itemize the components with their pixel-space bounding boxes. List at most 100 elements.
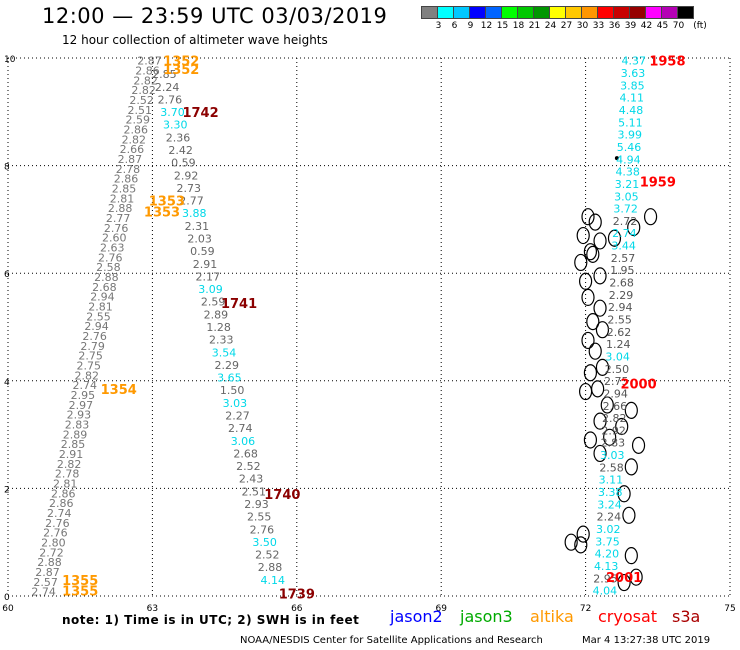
swh-value: 4.38 xyxy=(615,166,640,179)
swh-value: 2.55 xyxy=(86,310,111,323)
swh-value: 2.76 xyxy=(43,527,68,540)
swh-value: 2.57 xyxy=(33,576,58,589)
island-outline xyxy=(588,342,602,360)
swh-value: 5.11 xyxy=(618,116,643,129)
island-outline xyxy=(593,299,607,317)
time-label: 2001 xyxy=(606,571,642,586)
swh-value: 3.21 xyxy=(615,178,640,191)
swh-value: 2.78 xyxy=(55,468,80,481)
swh-value: 2.95 xyxy=(593,572,618,585)
swh-value: 3.02 xyxy=(596,523,621,536)
swh-value: 2.88 xyxy=(94,271,119,284)
time-label: 1353 xyxy=(144,205,180,220)
swh-value: 2.55 xyxy=(247,511,272,524)
island-outline xyxy=(581,288,595,307)
legend-altika: altika xyxy=(530,607,574,626)
island-outline xyxy=(576,525,590,543)
swh-value: 2.94 xyxy=(603,387,628,400)
y-tick-label: 10 xyxy=(4,55,16,65)
island-outline xyxy=(583,364,598,382)
swh-value: 2.77 xyxy=(179,195,204,208)
swh-value: 2.86 xyxy=(114,173,139,186)
swh-value: 3.70 xyxy=(160,106,185,119)
page-subtitle: 12 hour collection of altimeter wave hei… xyxy=(62,33,328,47)
swh-value: 2.72 xyxy=(613,215,638,228)
swh-value: 2.66 xyxy=(603,400,628,413)
island-outline xyxy=(593,267,607,285)
swh-value: 4.11 xyxy=(619,92,644,105)
swh-value: 2.76 xyxy=(45,517,70,530)
swh-value: 2.87 xyxy=(137,55,162,68)
island-outline xyxy=(578,382,593,401)
swh-value: 2.82 xyxy=(122,133,147,146)
island-outline xyxy=(617,573,631,592)
y-tick-label: 0 xyxy=(4,593,10,603)
island-outline xyxy=(593,412,607,430)
swh-value: 2.76 xyxy=(250,523,275,536)
scale-unit: (ft) xyxy=(693,21,707,31)
swh-value: 2.74 xyxy=(47,507,72,520)
swh-value: 2.63 xyxy=(100,242,125,255)
swh-value: 2.89 xyxy=(63,428,88,441)
swh-value: 2.82 xyxy=(131,84,156,97)
scale-label: 12 xyxy=(480,21,493,31)
swh-value: 2.88 xyxy=(37,556,62,569)
swh-value: 2.33 xyxy=(209,334,234,347)
swh-value: 2.57 xyxy=(611,252,636,265)
swh-value: 2.85 xyxy=(112,183,137,196)
swh-value: 3.04 xyxy=(605,350,630,363)
swh-value: 2.58 xyxy=(599,461,624,474)
swh-value: 2.74 xyxy=(228,422,253,435)
swh-value: 3.85 xyxy=(620,79,645,92)
swh-value: 2.79 xyxy=(80,340,105,353)
swh-value: 2.87 xyxy=(35,566,60,579)
swh-value: 2.94 xyxy=(84,320,109,333)
swh-value: 3.38 xyxy=(598,486,623,499)
island-outline xyxy=(624,458,638,476)
swh-value: 3.09 xyxy=(198,283,223,296)
swh-value: 3.54 xyxy=(212,346,237,359)
swh-value: 2.52 xyxy=(236,460,261,473)
island-outline xyxy=(583,243,598,261)
island-outline xyxy=(581,331,595,350)
swh-value: 2.78 xyxy=(116,163,141,176)
swh-value: 2.81 xyxy=(53,478,78,491)
swh-value: 2.42 xyxy=(168,144,193,157)
swh-value: 2.24 xyxy=(155,81,180,94)
y-tick-label: 2 xyxy=(4,485,10,495)
scale-label: 21 xyxy=(528,21,541,31)
swh-value: 2.75 xyxy=(604,375,629,388)
island-outline xyxy=(624,401,638,419)
island-outline xyxy=(624,547,638,565)
swh-value: 2.17 xyxy=(196,270,221,283)
footer-note: note: 1) Time is in UTC; 2) SWH is in fe… xyxy=(62,613,360,627)
swh-value: 1.28 xyxy=(206,321,231,334)
swh-value: 2.74 xyxy=(612,227,637,240)
scale-label: 27 xyxy=(560,21,573,31)
swh-value: 2.31 xyxy=(185,220,210,233)
island-outline xyxy=(595,358,610,376)
swh-value: 3.65 xyxy=(217,372,242,385)
swh-value: 3.03 xyxy=(600,449,625,462)
scale-label: 45 xyxy=(656,21,669,31)
island-outline xyxy=(578,272,593,290)
island-outline xyxy=(574,536,588,554)
legend-cryosat: cryosat xyxy=(598,607,658,626)
island-outline xyxy=(643,208,658,226)
swh-value: 2.77 xyxy=(106,212,131,225)
island-outline xyxy=(622,506,636,524)
island-outline xyxy=(593,232,607,250)
island-outline xyxy=(629,568,643,586)
scale-label: 6 xyxy=(451,21,458,31)
swh-value: 3.63 xyxy=(621,67,646,80)
swh-value: 3.72 xyxy=(613,203,638,216)
swh-value: 2.86 xyxy=(51,487,76,500)
swh-value: 1.50 xyxy=(220,384,245,397)
scale-label: 70 xyxy=(672,21,685,31)
swh-value: 3.75 xyxy=(595,535,620,548)
swh-value: 2.82 xyxy=(602,412,627,425)
swh-value: 2.82 xyxy=(75,369,100,382)
swh-value: 2.29 xyxy=(214,359,239,372)
time-label: 1352 xyxy=(163,63,199,78)
swh-value: 4.37 xyxy=(621,55,646,68)
